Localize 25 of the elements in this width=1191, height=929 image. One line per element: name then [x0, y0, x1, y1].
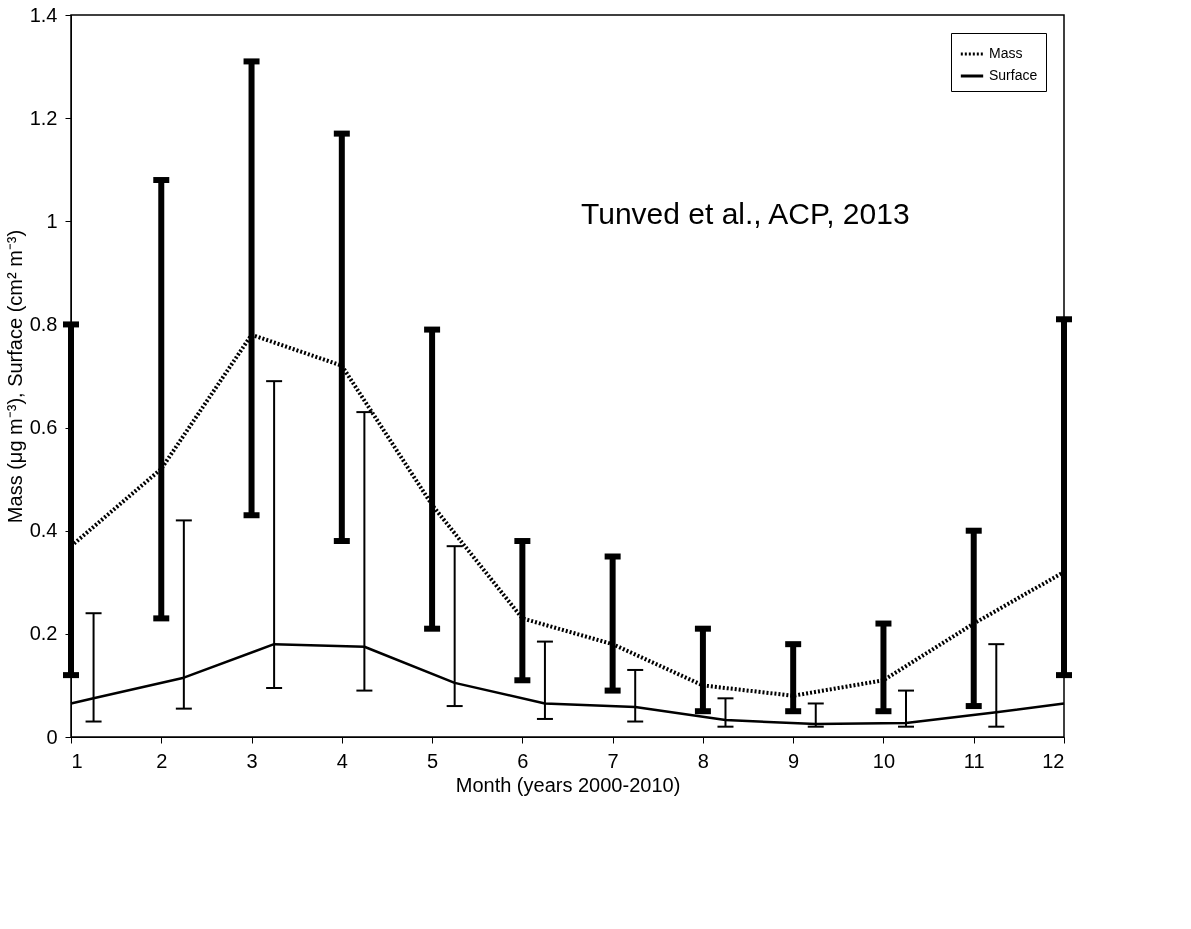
y-tick-label: 0.6	[29, 416, 58, 439]
x-tick-label: 11	[963, 749, 985, 772]
y-axis-title: Mass (μg m⁻³), Surface (cm² m⁻³)	[3, 229, 26, 524]
x-tick-label: 2	[156, 749, 168, 772]
legend-label: Surface	[989, 67, 1038, 83]
x-tick-label: 10	[872, 749, 896, 772]
x-tick-label: 3	[246, 749, 258, 772]
legend-label: Mass	[989, 45, 1023, 61]
x-axis-title: Month (years 2000-2010)	[455, 773, 681, 796]
y-tick-label: 0	[46, 725, 58, 748]
y-tick-label: 1	[46, 209, 58, 232]
x-tick-label: 12	[1042, 749, 1065, 772]
annotation: Tunved et al., ACP, 2013	[581, 197, 910, 230]
y-tick-label: 0.4	[29, 519, 58, 542]
x-tick-label: 8	[697, 749, 709, 772]
x-tick-label: 6	[517, 749, 529, 772]
x-tick-label: 7	[607, 749, 619, 772]
y-tick-label: 0.8	[29, 312, 58, 335]
y-tick-label: 1.4	[29, 3, 58, 26]
y-tick-label: 0.2	[29, 622, 58, 645]
x-tick-label: 9	[788, 749, 800, 772]
x-tick-label: 4	[336, 749, 348, 772]
y-tick-label: 1.2	[29, 106, 58, 129]
x-tick-label: 5	[427, 749, 439, 772]
x-tick-label: 1	[71, 749, 83, 772]
